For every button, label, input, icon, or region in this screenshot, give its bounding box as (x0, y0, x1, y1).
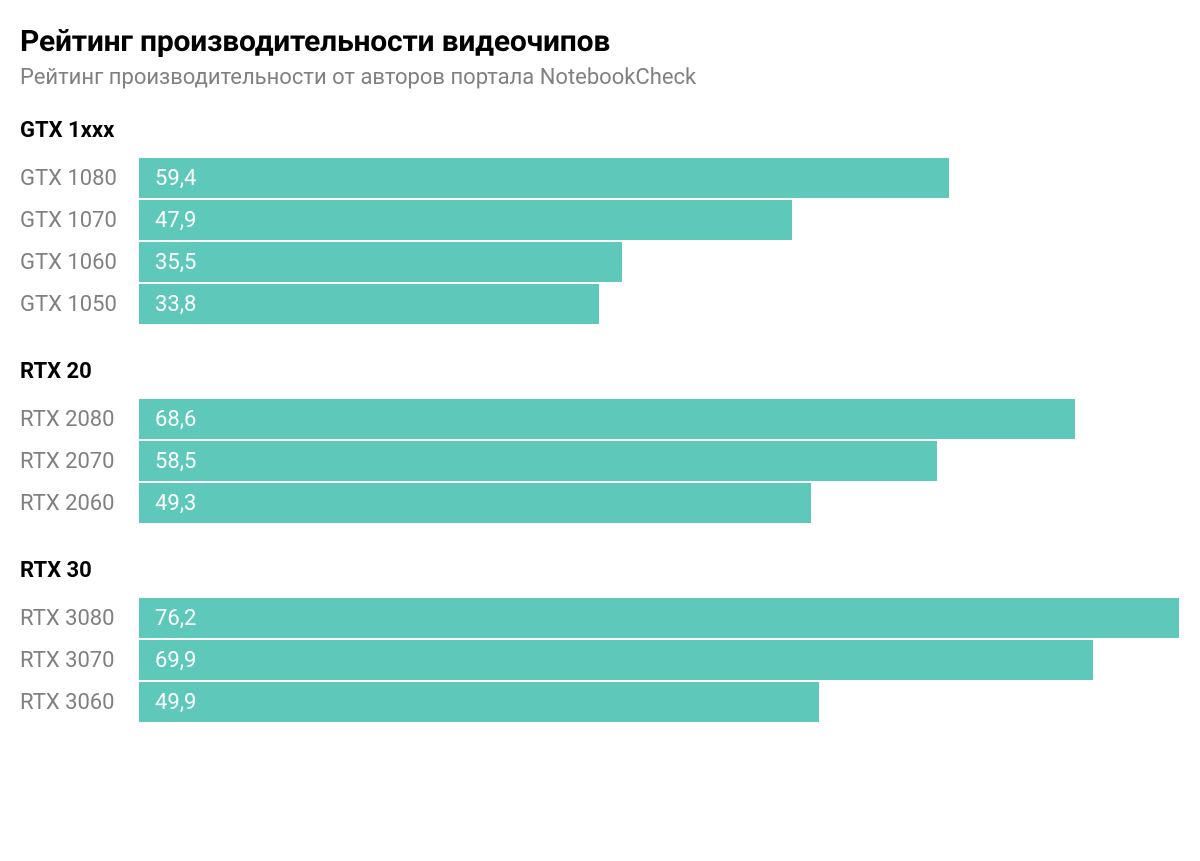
bar-row: RTX 3070 69,9 (20, 639, 1180, 681)
bar-track: 35,5 (138, 241, 1180, 283)
chart-group: RTX 20 RTX 2080 68,6 RTX 2070 58,5 RTX 2060 49… (20, 359, 1180, 524)
bar-track: 33,8 (138, 283, 1180, 325)
bar: 33,8 (138, 283, 600, 325)
row-label: GTX 1080 (20, 157, 138, 199)
bar-row: GTX 1080 59,4 (20, 157, 1180, 199)
bar-value-label: 49,3 (155, 491, 196, 516)
bar-value-label: 69,9 (155, 648, 196, 673)
bar: 49,9 (138, 681, 820, 723)
chart-group: GTX 1xxx GTX 1080 59,4 GTX 1070 47,9 GTX 1060… (20, 118, 1180, 325)
bar-track: 59,4 (138, 157, 1180, 199)
bar-value-label: 49,9 (155, 690, 196, 715)
chart-group: RTX 30 RTX 3080 76,2 RTX 3070 69,9 RTX 3060 49… (20, 558, 1180, 723)
bar-row: RTX 2070 58,5 (20, 440, 1180, 482)
bar: 69,9 (138, 639, 1094, 681)
gpu-performance-chart: Рейтинг производительности видеочипов Ре… (0, 0, 1200, 743)
row-label: RTX 2070 (20, 440, 138, 482)
bar-value-label: 35,5 (155, 250, 196, 275)
row-label: RTX 3070 (20, 639, 138, 681)
row-label: RTX 2060 (20, 482, 138, 524)
bar-track: 69,9 (138, 639, 1180, 681)
bar: 49,3 (138, 482, 812, 524)
group-title: RTX 20 (20, 359, 1180, 384)
row-label: RTX 3080 (20, 597, 138, 639)
bar-row: RTX 2060 49,3 (20, 482, 1180, 524)
row-label: GTX 1070 (20, 199, 138, 241)
chart-subtitle: Рейтинг производительности от авторов по… (20, 65, 1180, 90)
bar: 68,6 (138, 398, 1076, 440)
bar: 47,9 (138, 199, 793, 241)
bar: 35,5 (138, 241, 623, 283)
bar: 59,4 (138, 157, 950, 199)
row-label: GTX 1050 (20, 283, 138, 325)
group-title: RTX 30 (20, 558, 1180, 583)
chart-title: Рейтинг производительности видеочипов (20, 24, 1180, 59)
bar-row: RTX 3060 49,9 (20, 681, 1180, 723)
bar-value-label: 59,4 (155, 166, 196, 191)
bar-value-label: 33,8 (155, 292, 196, 317)
bar-value-label: 58,5 (155, 449, 196, 474)
bar-value-label: 68,6 (155, 407, 196, 432)
row-label: RTX 2080 (20, 398, 138, 440)
bar-track: 47,9 (138, 199, 1180, 241)
bar-row: GTX 1060 35,5 (20, 241, 1180, 283)
row-label: RTX 3060 (20, 681, 138, 723)
row-label: GTX 1060 (20, 241, 138, 283)
bar-value-label: 47,9 (155, 208, 196, 233)
bar-row: RTX 3080 76,2 (20, 597, 1180, 639)
bar-track: 58,5 (138, 440, 1180, 482)
chart-groups: GTX 1xxx GTX 1080 59,4 GTX 1070 47,9 GTX 1060… (20, 118, 1180, 723)
bar-track: 68,6 (138, 398, 1180, 440)
bar: 58,5 (138, 440, 938, 482)
group-title: GTX 1xxx (20, 118, 1180, 143)
bar-value-label: 76,2 (155, 606, 196, 631)
bar-track: 76,2 (138, 597, 1180, 639)
bar-row: GTX 1050 33,8 (20, 283, 1180, 325)
bar-row: RTX 2080 68,6 (20, 398, 1180, 440)
bar-track: 49,9 (138, 681, 1180, 723)
bar-track: 49,3 (138, 482, 1180, 524)
bar-row: GTX 1070 47,9 (20, 199, 1180, 241)
bar: 76,2 (138, 597, 1180, 639)
